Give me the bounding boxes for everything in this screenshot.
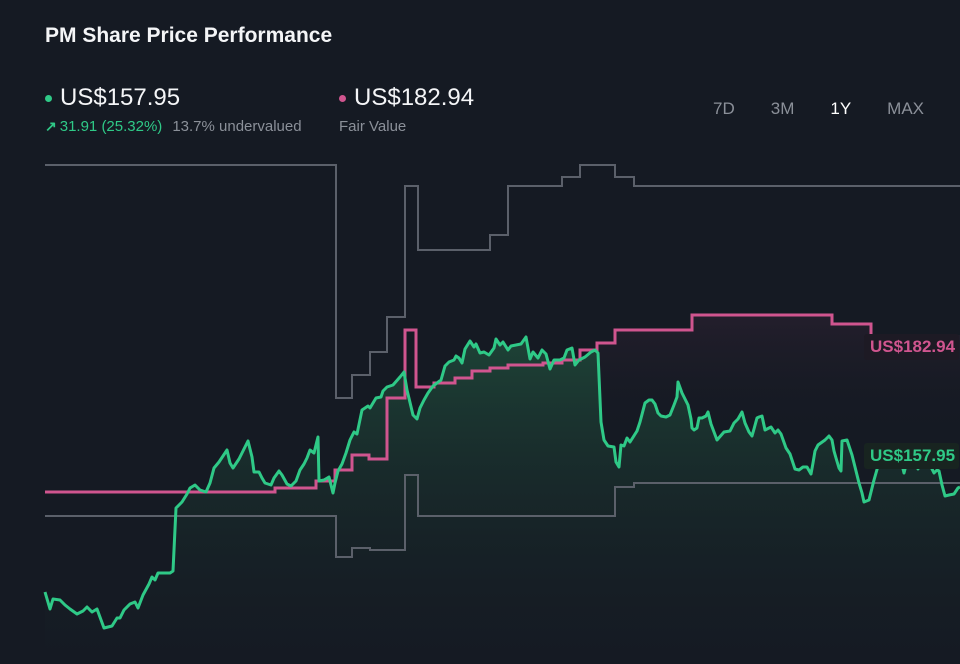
analyst-low-line (45, 474, 960, 558)
analyst-high-line (45, 164, 960, 399)
price-change-value: 31.91 (25.32%) (59, 118, 163, 135)
timeframe-max-button[interactable]: MAX (887, 99, 924, 118)
fair-value-label: Fair Value (339, 118, 407, 135)
share-price-line (43, 335, 960, 630)
fair-value-legend-dot (339, 94, 346, 102)
current-price-tag: US$157.95 (864, 443, 960, 469)
current-price-stat: US$157.95 ↗ 31.91 (25.32%) 13.7% underva… (45, 84, 302, 135)
timeframe-7d-button[interactable]: 7D (713, 99, 735, 118)
fair-value-line (45, 313, 873, 494)
timeframe-1y-button[interactable]: 1Y (830, 99, 852, 118)
current-price-value: US$157.95 (60, 84, 181, 111)
price-legend-dot (45, 94, 52, 102)
arrow-up-right-icon: ↗ (45, 118, 57, 134)
fair-value-tag: US$182.94 (864, 334, 960, 360)
timeframe-selector: 7D 3M 1Y MAX (695, 99, 942, 119)
fair-value-stat: US$182.94 Fair Value (339, 84, 474, 135)
share-price-area (45, 337, 960, 664)
timeframe-3m-button[interactable]: 3M (770, 99, 795, 118)
price-change: ↗ 31.91 (25.32%) (45, 118, 162, 135)
valuation-text: 13.7% undervalued (172, 118, 302, 135)
fair-value-amount: US$182.94 (354, 84, 475, 111)
page-title: PM Share Price Performance (45, 24, 333, 47)
